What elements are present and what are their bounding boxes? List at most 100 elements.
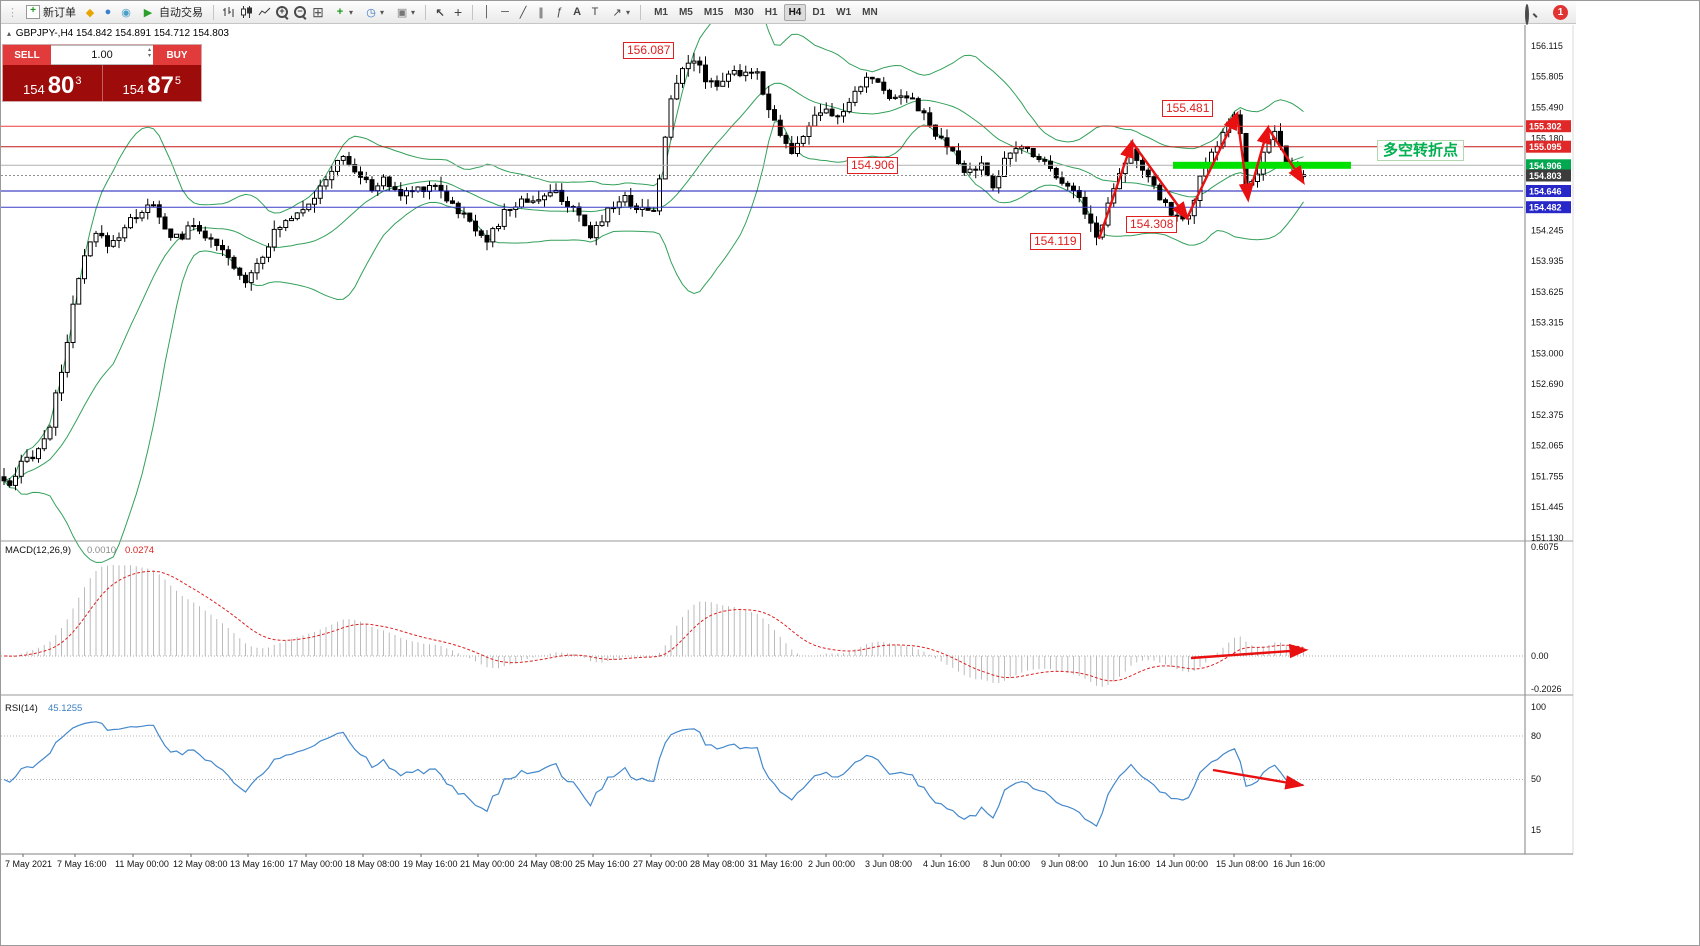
price-tag (1526, 201, 1571, 214)
autotrade-button[interactable]: ▶ 自动交易 (136, 3, 207, 21)
chevron-down-icon: ▾ (380, 7, 385, 17)
bid-whole: 154 (22, 82, 45, 97)
symbol-icon: ▴ (7, 29, 12, 38)
tf-button-H1[interactable]: H1 (764, 6, 778, 18)
text-tool-button[interactable]: A (573, 6, 582, 18)
tile-windows-icon[interactable]: ⊞ (312, 3, 324, 20)
ask-whole: 154 (122, 82, 145, 97)
clock-icon: ◷ (366, 6, 376, 19)
time-label: 11 May 00:00 (115, 859, 169, 869)
price-axis-label: 153.625 (1531, 287, 1564, 297)
price-tag-value: 154.646 (1529, 187, 1562, 197)
macd-signal-value: 0.0274 (125, 545, 154, 556)
time-label: 2 Jun 00:00 (808, 859, 855, 869)
toolbar-grip[interactable]: ⋮ (7, 6, 18, 19)
buy-button[interactable]: BUY (153, 45, 201, 65)
ask-price[interactable]: 154 87 5 (101, 65, 202, 101)
volume-input[interactable]: 1.00 ▴ ▾ (51, 45, 153, 65)
time-label: 16 Jun 16:00 (1273, 859, 1325, 869)
indicator-axis-label: 0.6075 (1531, 542, 1559, 552)
mql5-icon[interactable]: ◆ (85, 6, 95, 19)
time-label: 31 May 16:00 (748, 859, 803, 869)
toolbar-separator (640, 4, 642, 20)
symbol-period-label: GBPJPY-,H4 (15, 28, 74, 39)
bar-chart-icon[interactable] (220, 4, 236, 20)
price-callout: 154.906 (847, 157, 899, 174)
arrow-tool-icon: ↗ (612, 6, 622, 19)
template-button[interactable]: ▣ ▾ (390, 3, 419, 21)
toolbar-separator (472, 4, 474, 20)
tf-button-MN[interactable]: MN (862, 6, 878, 18)
zoom-in-icon[interactable]: + (274, 4, 290, 20)
price-axis-label: 153.935 (1531, 256, 1564, 266)
price-tag-value: 155.095 (1529, 142, 1562, 152)
new-order-label: 新订单 (43, 7, 76, 19)
price-tag-value: 154.803 (1529, 171, 1562, 181)
crosshair-icon[interactable]: + (453, 4, 463, 20)
channel-tool-icon[interactable]: ∥ (538, 6, 544, 19)
trend-arrows-layer (1097, 110, 1305, 240)
price-axis-label: 154.245 (1531, 226, 1564, 236)
price-callout: 155.481 (1162, 100, 1214, 117)
indicator-axis-label: 15 (1531, 825, 1541, 835)
macd-title: MACD(12,26,9) (5, 545, 71, 556)
trendline-tool-icon[interactable]: ╱ (519, 6, 527, 19)
time-label: 18 May 08:00 (345, 859, 400, 869)
time-label: 12 May 08:00 (173, 859, 228, 869)
price-callout: 154.308 (1126, 216, 1178, 233)
sell-button[interactable]: SELL (3, 45, 51, 65)
tf-button-D1[interactable]: D1 (812, 6, 826, 18)
price-axis[interactable]: 156.115 155.805 155.490 155.180 154.245 153.9… (1, 25, 1574, 855)
timeframe-bar: M1 M5 M15 M30 H1 H4 D1 W1 MN (649, 3, 883, 21)
tf-button-M1[interactable]: M1 (654, 6, 668, 18)
label-tool-button[interactable]: T (591, 6, 599, 18)
signals-icon[interactable]: ◉ (121, 6, 131, 19)
price-callout: 156.087 (623, 42, 675, 59)
candle-chart-icon[interactable] (238, 4, 254, 20)
price-tag (1526, 120, 1571, 133)
line-chart-icon[interactable] (256, 4, 272, 20)
price-axis-label: 153.315 (1531, 317, 1564, 327)
price-axis-label: 155.805 (1531, 72, 1564, 82)
chevron-down-icon: ▾ (626, 7, 631, 17)
indicators-button[interactable]: + ▾ (328, 3, 357, 21)
support-band (1173, 161, 1351, 169)
autotrade-label: 自动交易 (159, 7, 203, 19)
tf-button-M15[interactable]: M15 (703, 6, 724, 18)
price-axis-label: 151.130 (1531, 533, 1564, 543)
notification-badge[interactable]: 1 (1553, 5, 1568, 20)
tf-button-M30[interactable]: M30 (734, 6, 754, 18)
periods-button[interactable]: ◷ ▾ (359, 3, 388, 21)
search-icon[interactable] (1525, 4, 1529, 25)
price-callout: 154.119 (1030, 233, 1081, 250)
time-label: 15 Jun 08:00 (1216, 859, 1268, 869)
template-icon: ▣ (396, 6, 408, 19)
price-axis-label: 152.065 (1531, 441, 1564, 451)
market-icon[interactable]: ● (104, 6, 112, 18)
indicator-axis-label: -0.2026 (1531, 684, 1562, 694)
vertical-line-tool-icon[interactable]: │ (483, 6, 491, 18)
arrows-tool-button[interactable]: ↗ ▾ (605, 3, 634, 21)
tf-button-H4[interactable]: H4 (783, 3, 807, 21)
price-axis-label: 153.000 (1531, 348, 1564, 358)
volume-stepper[interactable]: ▴ ▾ (148, 47, 151, 59)
toolbar-separator (425, 4, 427, 20)
bid-price[interactable]: 154 80 3 (3, 65, 102, 101)
price-tag (1526, 159, 1571, 172)
ohlc-values: 154.842 154.891 154.712 154.803 (76, 28, 229, 39)
cursor-icon[interactable]: ↖ (435, 6, 445, 19)
time-axis[interactable]: 7 May 2021 7 May 16:00 11 May 00:00 12 May … (5, 854, 1325, 869)
zoom-out-icon[interactable]: − (292, 4, 308, 20)
tf-button-M5[interactable]: M5 (678, 6, 693, 18)
new-order-button[interactable]: + 新订单 (22, 3, 80, 21)
time-label: 17 May 00:00 (288, 859, 343, 869)
price-tag-value: 154.906 (1529, 161, 1562, 171)
time-label: 21 May 00:00 (460, 859, 515, 869)
horizontal-line-tool-icon[interactable]: ─ (501, 6, 509, 18)
tf-button-W1[interactable]: W1 (836, 6, 852, 18)
fibonacci-tool-icon[interactable]: ƒ (555, 6, 563, 18)
add-indicator-icon: + (336, 6, 344, 18)
time-label: 27 May 00:00 (633, 859, 688, 869)
